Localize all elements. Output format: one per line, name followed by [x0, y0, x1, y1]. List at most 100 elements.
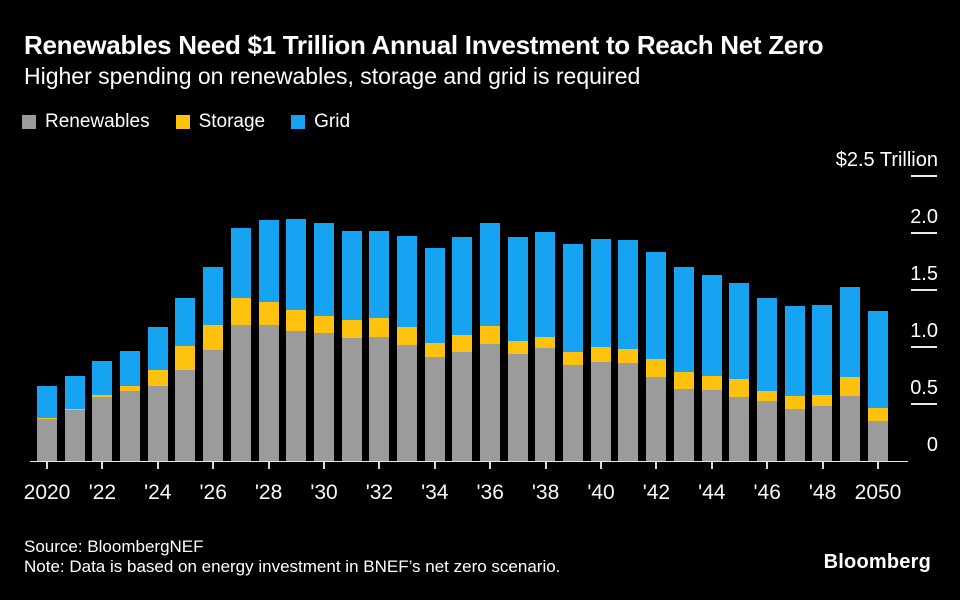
bar-segment-grid [424, 248, 445, 343]
bar-segment-storage [120, 386, 141, 391]
bar-2038[interactable] [535, 232, 556, 461]
bar-segment-storage [341, 320, 362, 338]
bar-2047[interactable] [784, 306, 805, 461]
bar-segment-grid [452, 237, 473, 335]
bar-segment-storage [369, 318, 390, 337]
y-axis: 0 0.5 1.0 1.5 2.0 $2.5 Trillion [788, 149, 938, 461]
bar-2050[interactable] [867, 311, 888, 461]
legend-item-renewables[interactable]: Renewables [22, 111, 150, 133]
bar-2024[interactable] [147, 327, 168, 461]
bar-segment-renewables [812, 406, 833, 461]
bar-segment-renewables [701, 390, 722, 461]
y-axis-label: 2.0 [910, 206, 938, 228]
bar-2026[interactable] [203, 267, 224, 461]
bar-2043[interactable] [673, 267, 694, 461]
bar-segment-renewables [646, 377, 667, 461]
page-subtitle: Higher spending on renewables, storage a… [24, 63, 641, 89]
bar-segment-storage [590, 347, 611, 362]
bar-segment-storage [673, 372, 694, 389]
x-axis-line [30, 461, 908, 462]
bar-segment-renewables [507, 354, 528, 461]
bar-segment-storage [258, 302, 279, 325]
x-axis-label: '42 [642, 481, 671, 504]
x-axis-label: '28 [254, 481, 283, 504]
bloomberg-logo: Bloomberg [823, 551, 931, 573]
bar-2020[interactable] [37, 386, 57, 461]
bar-2039[interactable] [563, 244, 584, 461]
bar-segment-storage [812, 395, 833, 406]
bar-2034[interactable] [424, 248, 445, 461]
bar-2044[interactable] [701, 275, 722, 461]
source-text: Source: BloombergNEF [24, 537, 204, 556]
x-axis-tick [655, 462, 658, 469]
bar-2022[interactable] [92, 361, 113, 461]
x-axis-label: '38 [531, 481, 560, 504]
bar-2028[interactable] [258, 220, 279, 461]
bar-segment-storage [563, 352, 584, 365]
bar-segment-renewables [64, 410, 85, 461]
y-axis-label: 1.0 [910, 320, 938, 342]
x-axis: 2020 '22 '24 '26 '28 '30 '32 '34 '36 '38 '40 '42 '44… [24, 462, 901, 507]
bar-segment-renewables [535, 348, 556, 461]
bar-segment-grid [313, 223, 334, 316]
bar-segment-grid [92, 361, 113, 395]
bar-2036[interactable] [480, 223, 500, 461]
storage-swatch-icon [175, 115, 190, 129]
bar-segment-renewables [147, 386, 168, 461]
bar-segment-storage [756, 391, 777, 401]
bar-segment-storage [480, 326, 500, 344]
bar-segment-storage [535, 337, 556, 348]
bar-segment-renewables [396, 345, 417, 461]
bar-2046[interactable] [756, 298, 777, 461]
bar-segment-grid [729, 283, 750, 379]
bar-2030[interactable] [313, 223, 334, 461]
bar-2023[interactable] [120, 351, 141, 461]
bar-segment-grid [673, 267, 694, 372]
y-axis-tick [911, 403, 937, 405]
bar-segment-storage [147, 370, 168, 386]
x-axis-tick [323, 462, 325, 469]
x-axis-label: '44 [698, 481, 726, 504]
x-axis-label: '24 [144, 481, 172, 504]
bar-segment-renewables [369, 337, 390, 461]
x-axis-label: '30 [310, 481, 338, 504]
bar-2035[interactable] [452, 237, 473, 461]
bar-2031[interactable] [341, 231, 362, 461]
x-axis-label: '34 [421, 481, 449, 504]
bar-segment-storage [92, 395, 113, 397]
bar-segment-renewables [618, 363, 639, 461]
bar-2042[interactable] [646, 252, 667, 461]
bar-segment-grid [535, 232, 556, 337]
bar-segment-grid [286, 219, 307, 310]
x-axis-tick [267, 462, 270, 469]
bar-segment-grid [341, 231, 362, 320]
chart-plot [37, 176, 888, 461]
legend-item-storage[interactable]: Storage [175, 111, 265, 133]
bar-segment-grid [756, 298, 777, 391]
bar-segment-grid [64, 376, 85, 409]
x-axis-label: '40 [587, 481, 615, 504]
bar-2049[interactable] [839, 287, 860, 461]
bar-segment-storage [452, 335, 473, 352]
bar-2041[interactable] [618, 240, 639, 461]
bar-2033[interactable] [396, 236, 417, 461]
legend-item-grid[interactable]: Grid [291, 111, 350, 133]
bar-segment-storage [507, 341, 528, 354]
bar-2048[interactable] [812, 305, 833, 461]
bar-segment-grid [203, 267, 224, 325]
bar-2040[interactable] [590, 239, 611, 461]
bar-2029[interactable] [286, 219, 307, 461]
bar-segment-storage [867, 408, 888, 421]
bar-segment-grid [590, 239, 611, 347]
bar-2027[interactable] [230, 228, 251, 461]
bar-2032[interactable] [369, 231, 390, 461]
bar-2021[interactable] [64, 376, 85, 461]
bar-segment-renewables [563, 365, 584, 461]
bar-segment-grid [618, 240, 639, 349]
bar-2037[interactable] [507, 237, 528, 461]
x-axis-label: '32 [365, 481, 394, 504]
bar-2045[interactable] [729, 283, 750, 461]
bar-segment-renewables [590, 362, 611, 461]
bar-2025[interactable] [175, 298, 196, 461]
